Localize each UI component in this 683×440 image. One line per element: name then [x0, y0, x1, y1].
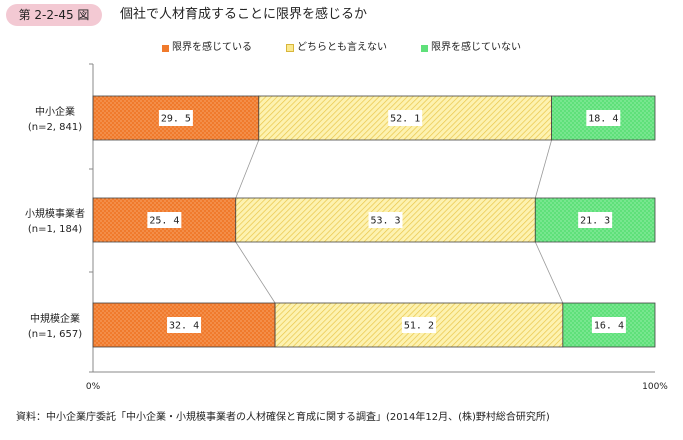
legend-swatch-limit-felt — [162, 44, 169, 52]
value-label-bg-2-0 — [167, 317, 202, 333]
value-label-1-2: 21. 3 — [580, 216, 610, 227]
value-label-0-2: 18. 4 — [588, 114, 618, 125]
connector-1-1 — [534, 241, 564, 304]
legend-label-limit-felt: 限界を感じている — [172, 42, 252, 53]
value-label-bg-1-0 — [147, 212, 182, 228]
value-label-2-1: 51. 2 — [404, 321, 434, 332]
chart-labels: 0% 100% 29. 5 52. 1 18. 4 中小企業 (n=2, 841) 25. 4… — [25, 105, 668, 392]
legend-item-limit-felt: 限界を感じている — [162, 40, 252, 56]
chart-legend: 限界を感じている どちらとも言えない 限界を感じていない — [0, 40, 683, 56]
value-label-bg-1-2 — [578, 212, 613, 228]
x-tick-label-100: 100% — [642, 382, 668, 392]
category-n-0: (n=2, 841) — [28, 122, 82, 133]
value-label-1-0: 25. 4 — [149, 216, 179, 227]
value-label-0-1: 52. 1 — [390, 114, 420, 125]
value-label-2-2: 16. 4 — [594, 321, 624, 332]
category-label-1: 小規模事業者 — [25, 207, 85, 220]
value-label-0-0: 29. 5 — [161, 114, 191, 125]
legend-swatch-limit-not-felt — [421, 44, 428, 52]
connector-0-1 — [534, 139, 552, 199]
legend-label-limit-not-felt: 限界を感じていない — [431, 42, 521, 53]
value-label-1-1: 53. 3 — [370, 216, 400, 227]
value-label-bg-0-2 — [586, 110, 621, 126]
value-label-2-0: 32. 4 — [169, 321, 199, 332]
legend-item-neutral: どちらとも言えない — [286, 40, 387, 56]
value-label-bg-0-1 — [388, 110, 423, 126]
value-label-bg-1-1 — [368, 212, 403, 228]
chart-bars — [92, 95, 656, 348]
legend-label-neutral: どちらとも言えない — [297, 42, 387, 53]
value-label-bg-2-1 — [401, 317, 436, 333]
category-n-1: (n=1, 184) — [28, 224, 82, 235]
value-label-bg-0-0 — [158, 110, 193, 126]
connector-1-0 — [235, 241, 276, 304]
category-label-0: 中小企業 — [35, 105, 75, 118]
category-label-2: 中規模企業 — [30, 312, 80, 325]
source-note: 資料：中小企業庁委託「中小企業・小規模事業者の人材確保と育成に関する調査」(20… — [16, 412, 550, 423]
legend-item-limit-not-felt: 限界を感じていない — [421, 40, 521, 56]
figure-number-badge: 第 2-2-45 図 — [6, 4, 102, 26]
value-label-bg-2-2 — [591, 317, 626, 333]
x-tick-label-0: 0% — [86, 382, 101, 392]
figure-title: 個社で人材育成することに限界を感じるか — [120, 7, 368, 22]
category-n-2: (n=1, 657) — [28, 329, 82, 340]
connector-0-0 — [235, 139, 260, 199]
series-connector-lines — [235, 139, 564, 304]
legend-swatch-neutral — [286, 44, 294, 52]
